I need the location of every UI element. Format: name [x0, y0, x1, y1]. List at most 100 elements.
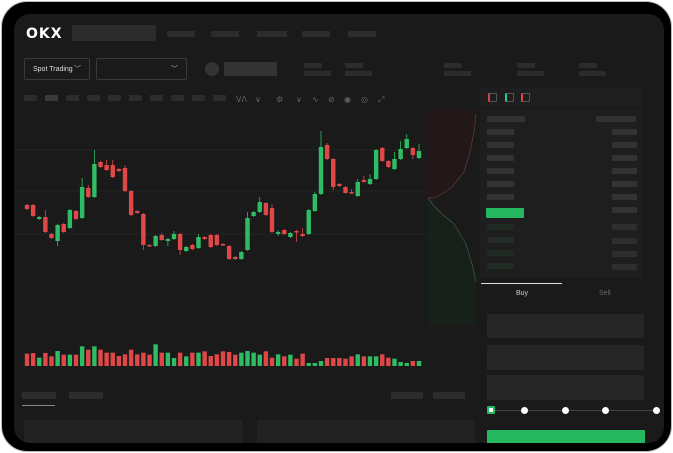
volume-bar [349, 356, 354, 366]
book-both-icon[interactable] [488, 93, 497, 102]
market-select-label: Spot Trading [33, 65, 73, 73]
nav-item[interactable] [167, 31, 195, 37]
candle [324, 145, 330, 159]
candle [122, 168, 128, 191]
interval-button[interactable] [192, 95, 205, 101]
candlestick-chart[interactable] [14, 14, 664, 443]
pair-select[interactable]: ﹀ [96, 58, 187, 80]
slider-mark[interactable] [521, 407, 528, 414]
bid-amount [612, 251, 637, 257]
candle [306, 210, 311, 234]
line-icon[interactable]: ∿ [312, 95, 319, 104]
candle [257, 202, 262, 212]
interval-button[interactable] [129, 95, 142, 101]
indicator-icon[interactable]: ᐯᐱ [236, 95, 247, 104]
settings-icon[interactable]: ⚙ [276, 95, 284, 104]
filter-button[interactable] [433, 392, 465, 399]
candle [245, 218, 250, 250]
candle [392, 159, 397, 169]
depth-chart [427, 110, 477, 325]
ask-amount [612, 142, 637, 148]
candle [165, 239, 171, 241]
book-sell-icon[interactable] [521, 93, 530, 102]
book-buy-icon[interactable] [505, 93, 514, 102]
price-input[interactable] [487, 314, 644, 338]
stat-label [345, 63, 363, 68]
volume-bar [135, 354, 140, 366]
candle [190, 245, 195, 249]
interval-button[interactable] [171, 95, 184, 101]
candle [416, 151, 422, 158]
candle [318, 147, 324, 194]
candle [92, 164, 97, 197]
fullscreen-icon[interactable]: ⤢ [378, 95, 385, 104]
slider-mark[interactable] [562, 407, 569, 414]
interval-button[interactable] [24, 95, 37, 101]
volume-bar [116, 356, 122, 366]
stat-value [345, 71, 372, 76]
nav-item[interactable] [302, 31, 330, 37]
volume-bar [392, 358, 397, 366]
volume-bar [398, 362, 403, 366]
tab-buy[interactable]: Buy [516, 290, 529, 297]
volume-bar [86, 349, 91, 366]
nav-item[interactable] [211, 31, 239, 37]
volume-bar [386, 357, 391, 366]
ask-amount [612, 194, 637, 200]
coin-icon [205, 62, 219, 76]
candle [24, 205, 30, 209]
candle [110, 165, 115, 177]
nav-item[interactable] [348, 31, 376, 37]
ask-price [487, 181, 514, 187]
nav-item[interactable] [257, 31, 287, 37]
target-icon[interactable]: ◎ [361, 95, 368, 104]
amount-input[interactable] [487, 345, 644, 370]
slider-handle[interactable] [487, 406, 495, 414]
volume-bar [104, 352, 109, 366]
filter-button[interactable] [391, 392, 423, 399]
slider-mark[interactable] [653, 407, 660, 414]
ask-amount [612, 129, 637, 135]
tab-sell[interactable]: Sell [599, 290, 611, 297]
candle [263, 203, 269, 215]
market-select[interactable]: Spot Trading ﹀ [24, 58, 90, 80]
candle [410, 148, 416, 155]
volume-bar [355, 354, 360, 366]
volume-bar [67, 354, 73, 366]
interval-button[interactable] [66, 95, 79, 101]
chevron-down-icon[interactable]: ∨ [296, 95, 302, 104]
interval-button[interactable] [87, 95, 100, 101]
tab-open-orders[interactable] [22, 392, 56, 399]
total-input[interactable] [487, 375, 644, 400]
search-bar[interactable] [72, 25, 156, 41]
draw-icon[interactable]: ⊘ [328, 95, 335, 104]
volume-bar [153, 344, 158, 366]
interval-button[interactable] [45, 95, 58, 101]
volume-bar [141, 352, 146, 366]
volume-bar [159, 352, 164, 366]
volume-bar [324, 358, 330, 366]
slider-mark[interactable] [602, 407, 609, 414]
tab-order-history[interactable] [69, 392, 103, 399]
volume-bar [43, 353, 48, 366]
buy-button[interactable] [487, 430, 645, 443]
volume-bar [226, 352, 232, 366]
stat-value [304, 71, 331, 76]
candle [355, 182, 360, 196]
candle [214, 235, 220, 245]
volume-bar [37, 357, 42, 366]
okx-logo[interactable]: OKX [26, 26, 63, 42]
volume-bar [416, 361, 422, 366]
interval-button[interactable] [108, 95, 121, 101]
interval-button[interactable] [150, 95, 163, 101]
candle [67, 210, 73, 228]
camera-icon[interactable]: ◉ [344, 95, 351, 104]
chevron-down-icon[interactable]: ∨ [255, 95, 261, 104]
slider-track[interactable] [492, 410, 657, 411]
volume-bar [294, 358, 299, 366]
volume-bar [269, 357, 275, 366]
candle [226, 246, 232, 259]
interval-button[interactable] [213, 95, 226, 101]
volume-bar [184, 356, 189, 366]
